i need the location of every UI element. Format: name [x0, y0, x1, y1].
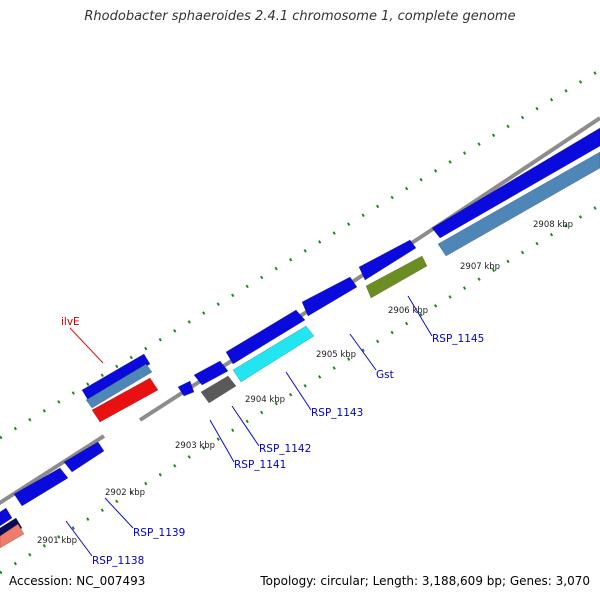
gene-name-labels: ilvE RSP_1138 RSP_1139 RSP_1141 RSP_1142…	[61, 316, 484, 567]
genome-stats-text: Topology: circular; Length: 3,188,609 bp…	[260, 574, 590, 588]
kbp-label: 2907 kbp	[460, 262, 500, 272]
gene-feature-1141-a[interactable]	[193, 360, 229, 386]
label-leaders	[65, 295, 433, 557]
gene-feature-1144[interactable]	[358, 239, 417, 281]
gene-label-ilve[interactable]: ilvE	[61, 316, 80, 328]
gene-feature-cyan[interactable]	[232, 325, 315, 383]
accession-text: Accession: NC_007493	[9, 574, 146, 588]
gene-feature-1138[interactable]	[0, 507, 13, 527]
gene-feature-gst[interactable]	[301, 276, 358, 317]
gene-label-gst[interactable]: Gst	[376, 369, 394, 381]
kbp-label: 2902 kbp	[105, 488, 145, 498]
kbp-label: 2901 kbp	[37, 536, 77, 546]
gene-feature-rsp1145-long[interactable]	[431, 127, 600, 239]
gene-feature-ilvE[interactable]	[91, 377, 159, 423]
gene-label-rsp1141[interactable]: RSP_1141	[234, 459, 286, 471]
gene-feature-gray[interactable]	[200, 375, 237, 404]
kbp-label: 2903 kbp	[175, 441, 215, 451]
gene-feature-ilvE-b[interactable]	[85, 363, 153, 409]
gene-feature-1143[interactable]	[225, 309, 306, 365]
feature-track	[0, 127, 600, 549]
gene-feature-salmon[interactable]	[0, 523, 25, 549]
tick-track-outer	[0, 68, 600, 440]
kbp-label: 2906 kbp	[388, 306, 428, 316]
gene-feature-1139-b[interactable]	[13, 467, 69, 507]
gene-label-rsp1138[interactable]: RSP_1138	[92, 555, 144, 567]
gene-feature-reverse-long[interactable]	[437, 151, 600, 257]
gene-label-rsp1142[interactable]: RSP_1142	[259, 443, 311, 455]
gene-feature-olive[interactable]	[365, 255, 428, 299]
kbp-label: 2904 kbp	[245, 395, 285, 405]
gene-label-rsp1145[interactable]: RSP_1145	[432, 333, 484, 345]
kbp-label: 2908 kbp	[533, 220, 573, 230]
kbp-scale-labels: 2901 kbp 2902 kbp 2903 kbp 2904 kbp 2905…	[37, 220, 573, 546]
kbp-label: 2905 kbp	[316, 350, 356, 360]
map-title: Rhodobacter sphaeroides 2.4.1 chromosome…	[84, 9, 516, 24]
gene-feature-ilvE-a[interactable]	[81, 353, 151, 401]
gene-feature-1141-b[interactable]	[177, 380, 195, 397]
gene-label-rsp1143[interactable]: RSP_1143	[311, 407, 363, 419]
chromosome-backbone	[0, 116, 600, 506]
gene-feature-1139-a[interactable]	[63, 441, 105, 473]
gene-label-rsp1139[interactable]: RSP_1139	[133, 527, 185, 539]
